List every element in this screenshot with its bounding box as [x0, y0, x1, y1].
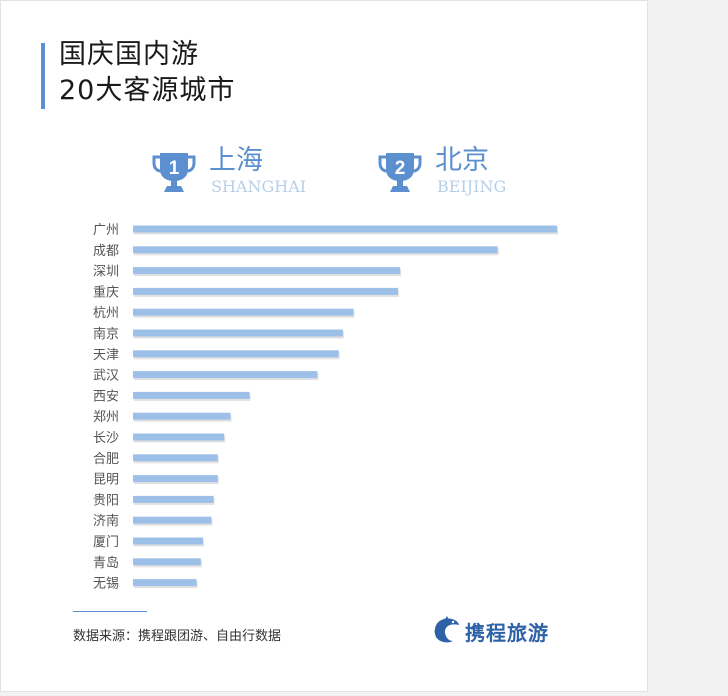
bar — [133, 267, 401, 275]
category-label: 无锡 — [93, 577, 119, 592]
rank-city-name: 北京 — [435, 145, 489, 176]
title-accent-bar — [41, 43, 45, 109]
title-line-1: 国庆国内游 — [59, 39, 199, 70]
category-label: 长沙 — [93, 431, 119, 446]
category-label: 天津 — [93, 348, 119, 363]
bar — [133, 371, 318, 379]
bar — [133, 308, 354, 316]
rank-number: 2 — [395, 158, 406, 179]
category-label: 南京 — [93, 326, 119, 342]
title-line-2: 20大客源城市 — [59, 75, 236, 106]
category-label: 厦门 — [93, 535, 119, 550]
category-label: 青岛 — [93, 555, 119, 571]
bar — [133, 475, 218, 483]
bar — [133, 412, 231, 420]
logo-text: 携程旅游 — [465, 621, 549, 645]
rank-city-name: 上海 — [209, 145, 263, 176]
bar — [133, 246, 498, 254]
bar — [133, 495, 214, 503]
rank-number: 1 — [169, 158, 180, 179]
category-label: 济南 — [93, 513, 119, 529]
category-label: 合肥 — [93, 452, 119, 467]
category-label: 成都 — [93, 244, 119, 259]
category-label: 武汉 — [93, 369, 119, 384]
bar — [133, 454, 218, 462]
rank-city-english: BEIJING — [437, 177, 507, 196]
category-label: 杭州 — [93, 306, 119, 321]
category-label: 广州 — [93, 223, 119, 238]
category-label: 重庆 — [93, 284, 119, 300]
trophy-icon: 1 — [152, 153, 196, 192]
bar — [133, 391, 250, 399]
infographic-card: 国庆国内游 20大客源城市 1 上海 SHANGHAI 2 北京 BEIJING… — [0, 0, 648, 692]
category-label: 昆明 — [93, 473, 119, 488]
data-source-note: 数据来源：携程跟团游、自由行数据 — [73, 629, 282, 644]
category-label: 贵阳 — [93, 493, 119, 508]
bar — [133, 516, 212, 524]
bar — [133, 558, 201, 566]
bar — [133, 225, 557, 233]
page-title: 国庆国内游 20大客源城市 — [59, 37, 235, 109]
rank-city-english: SHANGHAI — [211, 177, 307, 196]
bar — [133, 329, 343, 337]
bar — [133, 350, 339, 358]
bar — [133, 537, 203, 545]
category-label: 西安 — [93, 389, 119, 404]
category-label: 深圳 — [93, 265, 119, 280]
trophy-icon: 2 — [378, 153, 422, 192]
category-label: 郑州 — [93, 410, 119, 425]
dolphin-icon — [434, 616, 459, 643]
bar — [133, 579, 197, 587]
bar — [133, 287, 398, 295]
bar — [133, 433, 225, 441]
source-divider — [73, 611, 147, 612]
